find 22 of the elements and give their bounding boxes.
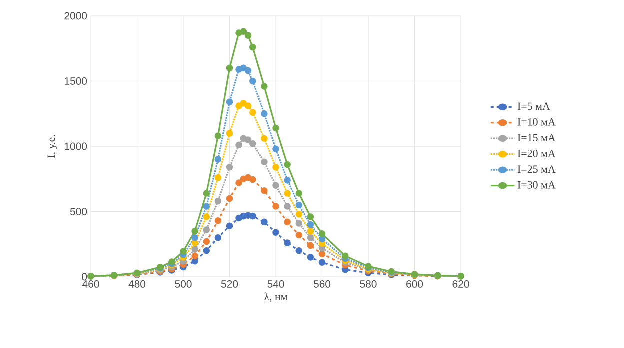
x-axis-title: λ, нм bbox=[264, 292, 288, 302]
x-tick-label: 560 bbox=[314, 280, 331, 288]
x-tick-label: 500 bbox=[175, 280, 192, 288]
x-tick-label: 620 bbox=[452, 280, 470, 288]
legend-label: I=5 мА bbox=[518, 102, 550, 110]
y-axis-title: I, у.е. bbox=[48, 135, 58, 158]
legend-label: I=20 мА bbox=[518, 150, 556, 158]
x-tick-label: 540 bbox=[268, 280, 284, 288]
x-tick-label: 460 bbox=[82, 280, 100, 288]
legend-label: I=30 мА bbox=[518, 181, 556, 189]
legend-label: I=15 мА bbox=[518, 134, 556, 142]
x-tick-label: 480 bbox=[128, 280, 146, 288]
y-tick-label: 1500 bbox=[65, 78, 88, 85]
y-tick-label: 2000 bbox=[64, 12, 88, 20]
legend-label: I=25 мА bbox=[518, 166, 556, 174]
x-tick-label: 580 bbox=[360, 280, 377, 288]
x-tick-label: 520 bbox=[221, 280, 238, 288]
legend-label: I=10 мА bbox=[518, 118, 556, 126]
x-tick-label: 600 bbox=[406, 280, 424, 288]
y-tick-label: 1000 bbox=[65, 142, 88, 150]
y-tick-label: 500 bbox=[70, 208, 88, 216]
y-tick-label: 0 bbox=[82, 273, 88, 281]
